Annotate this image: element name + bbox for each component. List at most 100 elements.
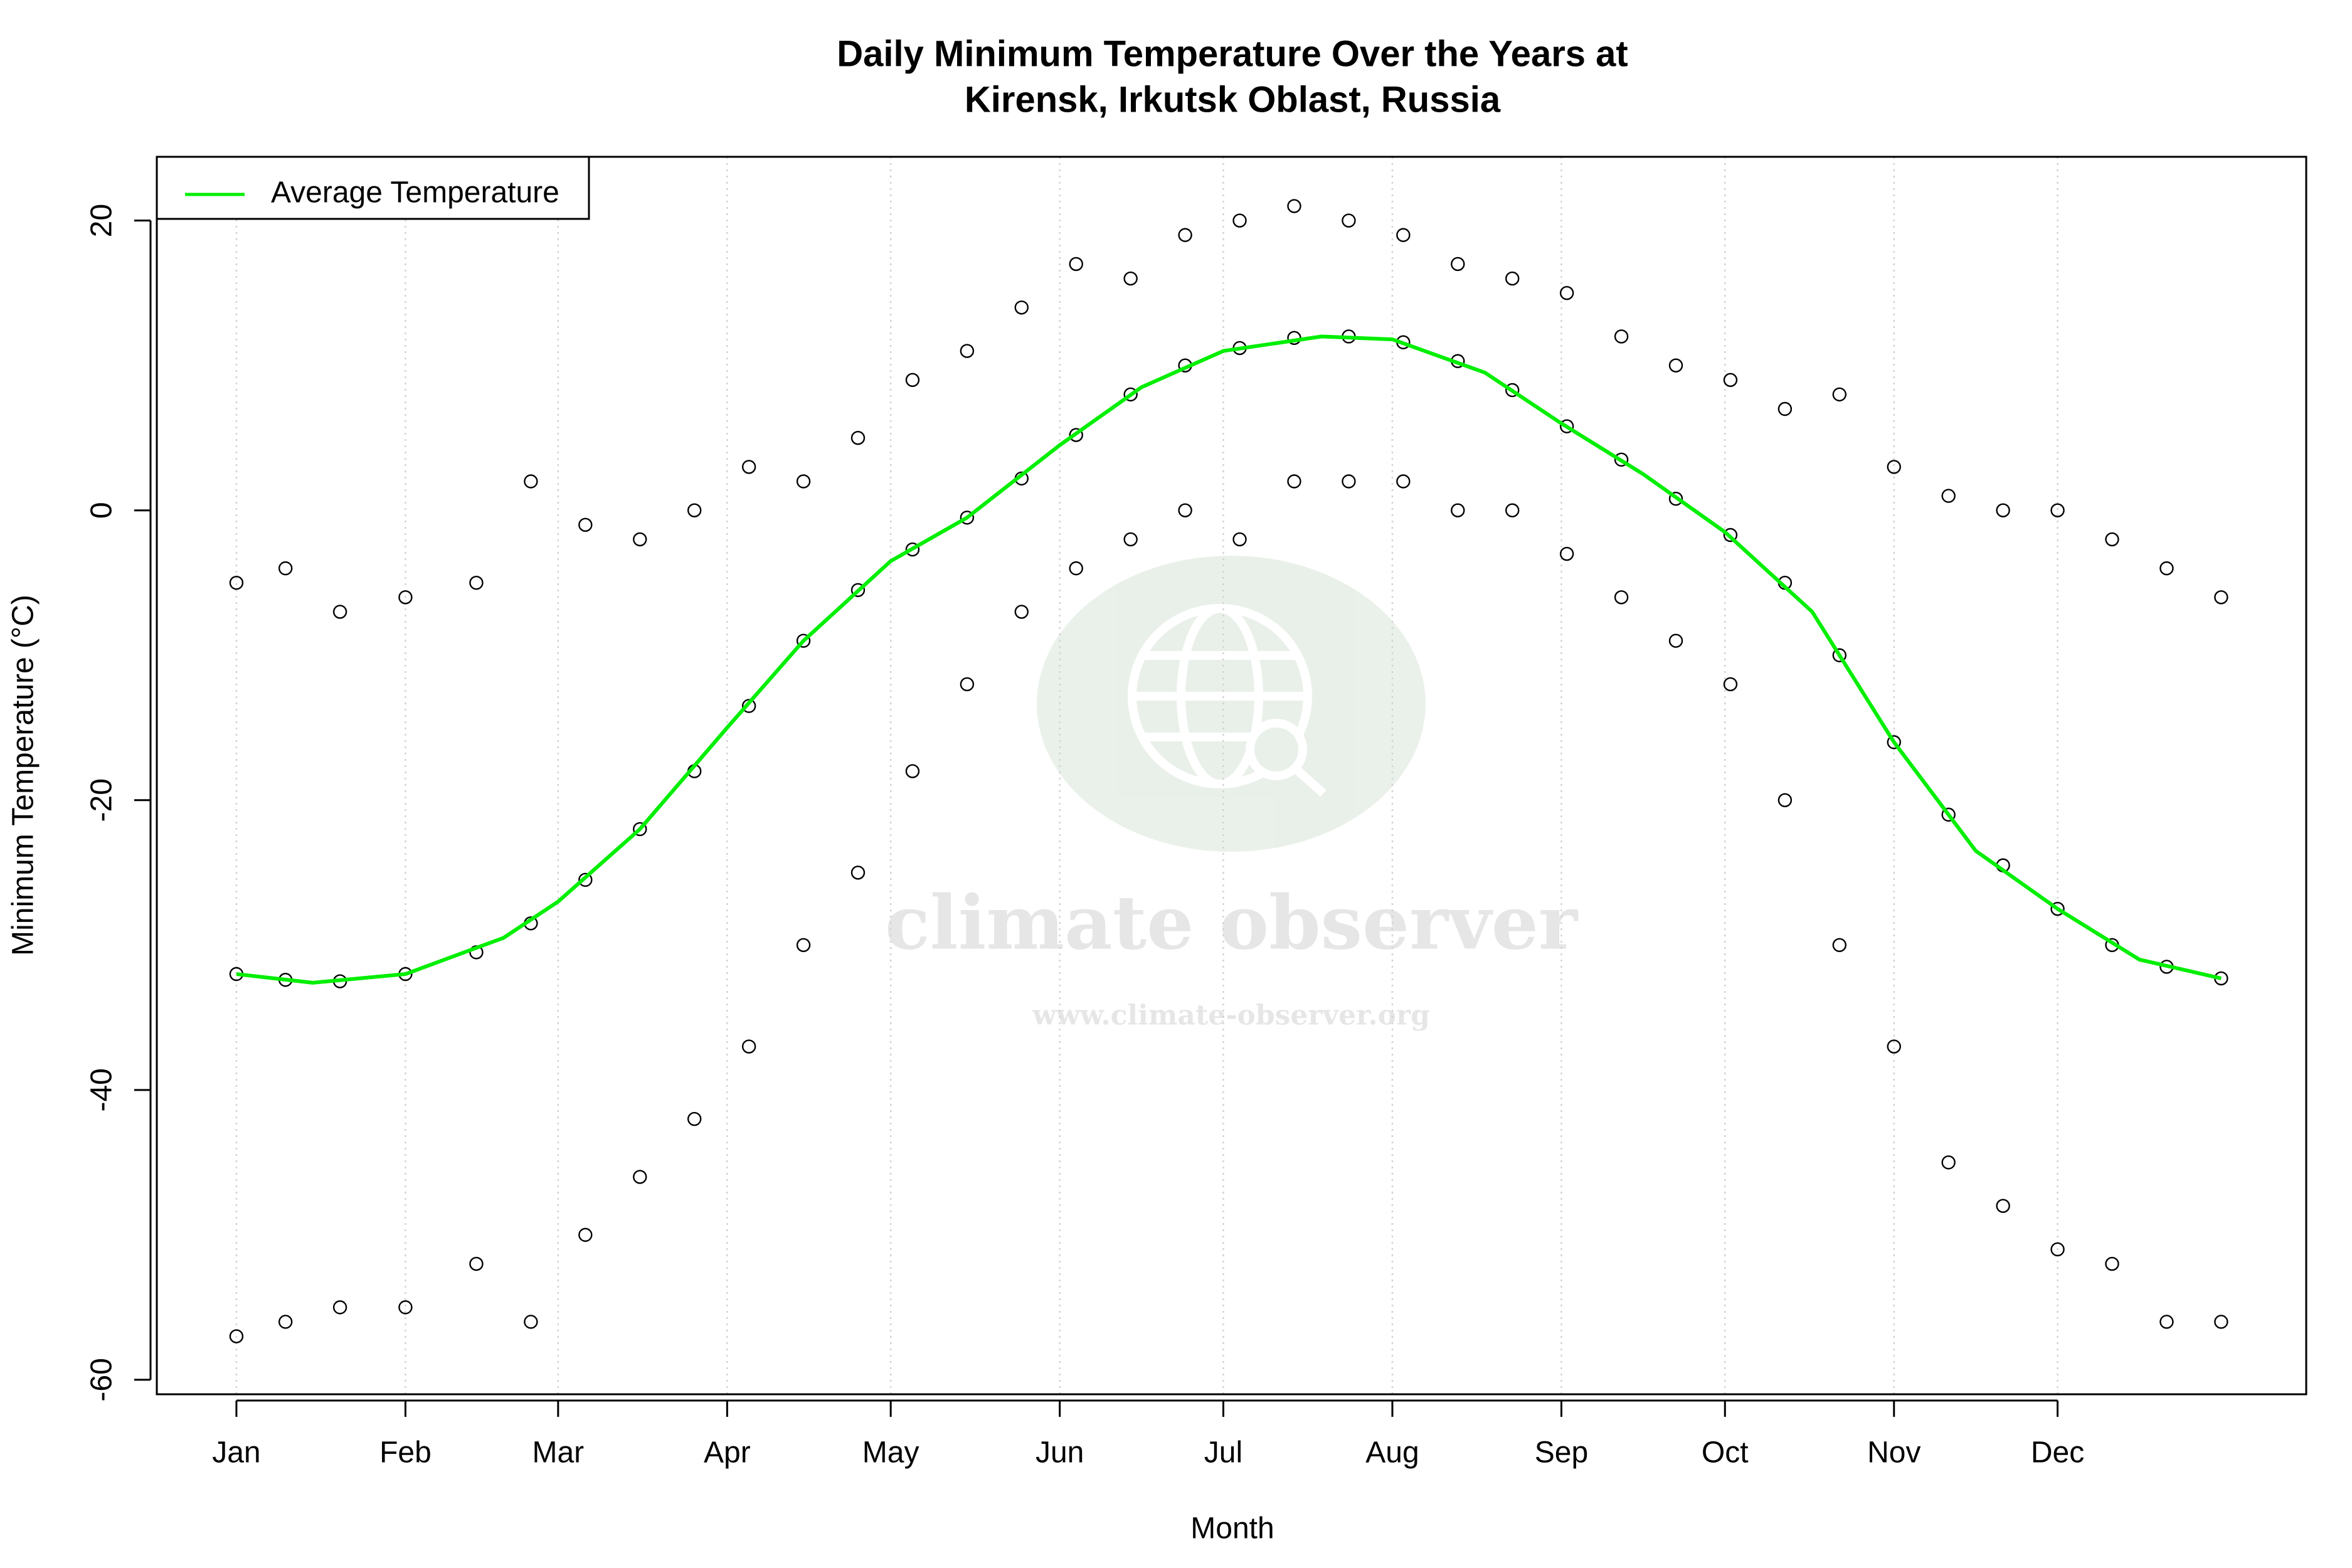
point [850,583,866,597]
point [524,474,538,489]
watermark-text: climate observer [885,879,1579,967]
point [1342,213,1356,228]
point [633,822,647,837]
watermark-url: www.climate-observer.org [1032,1000,1430,1032]
point [1559,546,1574,561]
watermark-badge [1037,556,1426,852]
point [1723,677,1738,692]
point [2050,901,2065,916]
point [2105,1256,2119,1271]
point [398,1300,413,1315]
point [2050,1242,2065,1257]
x-tick-label: Jul [1204,1436,1242,1470]
y-tick-label: -60 [85,1358,119,1401]
legend-box [156,156,590,220]
point [1887,735,1901,750]
point [1668,358,1683,373]
point [2214,1315,2228,1329]
plot-frame [156,156,2307,1396]
point [332,1300,347,1315]
point [960,677,975,692]
x-tick-label: Feb [379,1436,432,1470]
point [633,532,647,547]
average-line [236,334,2222,985]
point [741,1039,756,1054]
point [1232,213,1247,228]
point [687,1111,702,1126]
point [796,938,811,953]
legend-label: Average Temperature [271,176,559,209]
point [1832,387,1847,402]
point [278,561,293,576]
point [796,474,811,489]
point [2214,590,2228,605]
point [1614,329,1629,344]
y-tick-label: -40 [85,1068,119,1111]
y-tick-label: 20 [85,204,119,237]
chart-title: Daily Minimum Temperature Over the Years… [837,33,1628,74]
point [905,373,920,387]
point [905,764,920,778]
x-tick-label: Nov [1867,1436,1920,1470]
point [278,1315,293,1329]
point [741,699,756,713]
point [578,517,593,532]
point [1832,938,1847,953]
point [741,460,756,474]
point [1887,1039,1901,1054]
point [1287,474,1301,489]
point [1505,271,1520,286]
point [2105,532,2119,547]
point [796,633,811,648]
point [687,503,702,517]
x-tick-label: May [862,1436,919,1470]
legend: Average Temperature [156,156,590,220]
point [633,1170,647,1184]
point [1069,561,1083,576]
point [1451,257,1465,272]
point [2159,1315,2174,1329]
point [1069,257,1083,272]
point [1887,460,1901,474]
point [2050,503,2065,517]
point [2159,561,2174,576]
point [1287,199,1301,213]
point [960,344,975,358]
point [1941,807,1956,822]
point [1014,605,1029,619]
point [469,576,484,590]
point [960,511,975,525]
point [1559,419,1574,433]
axes: Jan Feb Mar Apr May Jun Jul Aug Sep Oct Nov Dec -60 -… [85,204,2085,1470]
point [1505,503,1520,517]
point [578,872,593,887]
point [1342,474,1356,489]
point [1723,373,1738,387]
point [1777,401,1793,416]
point [1232,532,1247,547]
chart-subtitle: Kirensk, Irkutsk Oblast, Russia [965,79,1501,120]
point [1941,1155,1956,1170]
watermark: climate observer www.climate-observer.or… [885,556,1579,1032]
point [229,1329,244,1343]
point [1014,300,1029,315]
x-axis-label: Month [1190,1512,1274,1545]
marks [229,199,2228,1343]
x-tick-label: Sep [1535,1436,1588,1470]
point [1668,492,1683,506]
point [1614,590,1629,605]
y-tick-label: -20 [85,778,119,822]
point [1123,271,1138,286]
point [1178,228,1192,242]
point [332,605,347,619]
point [1123,387,1138,402]
x-tick-label: Mar [532,1436,585,1470]
point [1396,474,1411,489]
point [905,542,920,557]
y-axis-label: Minimum Temperature (°C) [7,595,40,956]
point [1996,503,2010,517]
point [1832,648,1847,662]
point [469,1256,484,1271]
